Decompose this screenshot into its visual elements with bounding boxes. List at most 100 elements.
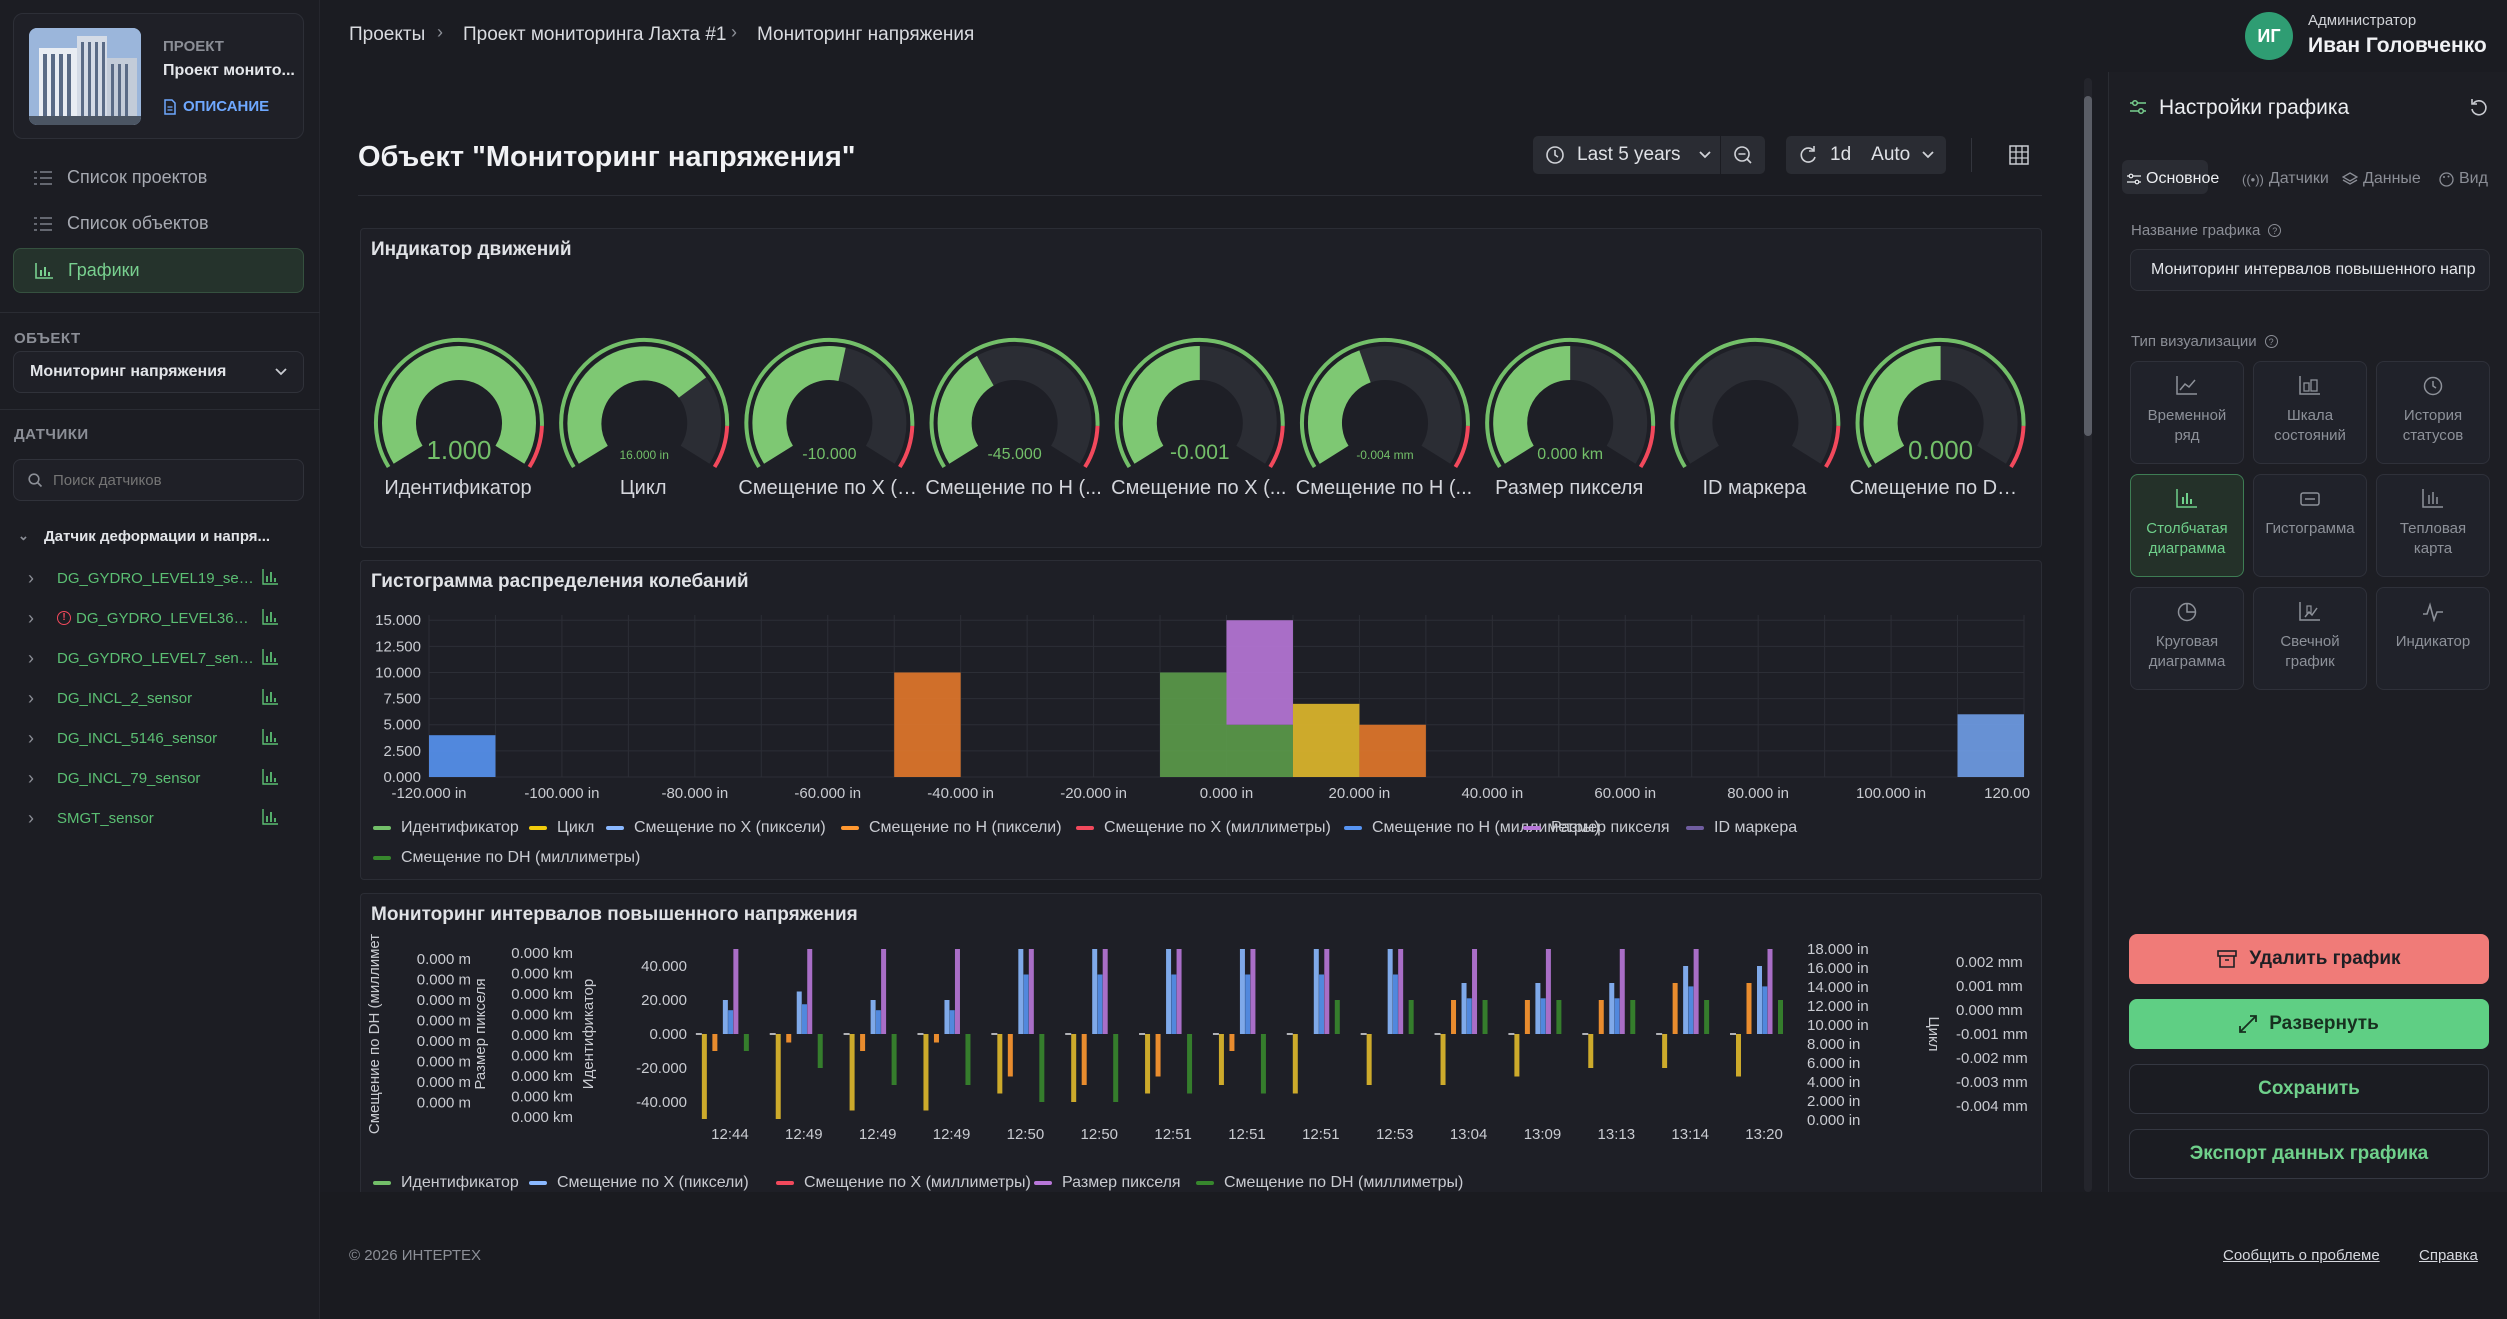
nav-charts[interactable]: Графики [13, 248, 304, 293]
user-role: Администратор [2308, 12, 2417, 29]
zoom-out-icon[interactable] [1733, 145, 1753, 165]
gauge: 0.000 km [1485, 338, 1656, 469]
tab-data[interactable]: Данные [2342, 170, 2421, 188]
legend-item[interactable]: Размер пикселя [1523, 819, 1670, 837]
description-link[interactable]: ОПИСАНИЕ [163, 98, 269, 115]
bar [1683, 966, 1689, 1034]
sensor-group-label: Датчик деформации и напря... [44, 527, 271, 545]
vis-type-gauge[interactable]: Индикатор [2376, 587, 2490, 690]
y-tick-label: 0.000 mm [1956, 1002, 2023, 1019]
tab-label: Вид [2459, 170, 2488, 187]
sensor-item[interactable]: › DG_INCL_79_sensor [0, 761, 300, 795]
divider [1971, 138, 1972, 172]
tab-view[interactable]: Вид [2439, 170, 2488, 188]
vis-type-state-timeline[interactable]: Шкала состояний [2253, 361, 2367, 464]
project-caption: ПРОЕКТ [163, 38, 224, 55]
scrollbar-thumb[interactable] [2084, 96, 2092, 436]
vis-type-histogram[interactable]: Гистограмма [2253, 474, 2367, 577]
breadcrumb-projects[interactable]: Проекты [349, 24, 426, 45]
bar-chart-icon[interactable] [262, 729, 278, 749]
bar-chart-icon[interactable] [262, 689, 278, 709]
bar [1756, 966, 1762, 1034]
vis-type-candlestick[interactable]: Свечной график [2253, 587, 2367, 690]
legend-item[interactable]: Идентификатор [373, 819, 519, 837]
tab-sensors[interactable]: ((•)) Датчики [2242, 170, 2329, 188]
interval-label: 1d [1830, 144, 1852, 165]
sensor-item[interactable]: › DG_INCL_2_sensor [0, 681, 300, 715]
legend-item[interactable]: Смещение по X (миллиметры) [776, 1174, 1031, 1192]
sensor-item[interactable]: ›! DG_GYDRO_LEVEL36_s... [0, 601, 300, 635]
legend-item[interactable]: Идентификатор [373, 1174, 519, 1192]
legend-swatch [1034, 1181, 1052, 1185]
legend-label: Смещение по H (миллиметры) [1372, 819, 1600, 836]
sensor-item[interactable]: › DG_GYDRO_LEVEL19_sens... [0, 561, 300, 595]
nav-object-list[interactable]: Список объектов [13, 201, 304, 246]
bar [1614, 998, 1620, 1034]
bar [786, 1034, 792, 1043]
legend-item[interactable]: Смещение по H (миллиметры) [1344, 819, 1600, 837]
legend-item[interactable]: ID маркера [1686, 819, 1797, 837]
delete-chart-button[interactable]: Удалить график [2129, 934, 2489, 984]
main-scrollbar[interactable] [2084, 78, 2092, 1192]
vis-type-bar-chart[interactable]: Столбчатая диаграмма [2130, 474, 2244, 577]
sensor-search-input[interactable] [53, 471, 293, 489]
time-range-picker[interactable]: Last 5 years [1533, 136, 1765, 174]
project-card[interactable]: ПРОЕКТ Проект монито... ОПИСАНИЕ [13, 13, 304, 139]
vis-type-pie-chart[interactable]: Круговая диаграмма [2130, 587, 2244, 690]
list-icon [33, 168, 53, 188]
legend-item[interactable]: Смещение по X (пиксели) [606, 819, 826, 837]
gauge: 16.000 in [559, 338, 730, 469]
time-range-label: Last 5 years [1577, 144, 1681, 165]
help-link[interactable]: Справка [2419, 1247, 2478, 1264]
legend-label: Смещение по DH (миллиметры) [401, 849, 641, 866]
sensor-item[interactable]: › DG_GYDRO_LEVEL7_sensor [0, 641, 300, 675]
gauge: -45.000 [929, 338, 1100, 469]
vis-type-heatmap[interactable]: Тепловая карта [2376, 474, 2490, 577]
table-view-icon[interactable] [2009, 145, 2029, 165]
x-tick-label: 120.00 [1984, 785, 2030, 802]
export-button[interactable]: Экспорт данных графика [2129, 1129, 2489, 1179]
reset-icon[interactable] [2469, 98, 2489, 118]
object-section-label: ОБЪЕКТ [14, 330, 81, 347]
refresh-picker[interactable]: 1d Auto [1786, 136, 1946, 174]
user-menu[interactable]: ИГ Администратор Иван Головченко [2245, 12, 2507, 60]
nav-project-list[interactable]: Список проектов [13, 155, 304, 200]
project-name: Проект монито... [163, 62, 295, 79]
bar-chart-icon[interactable] [262, 809, 278, 829]
vis-type-line-chart[interactable]: Временной ряд [2130, 361, 2244, 464]
chevron-right-icon: › [731, 22, 737, 42]
histogram-bar [1292, 703, 1360, 777]
bar-chart-icon[interactable] [262, 649, 278, 669]
object-select[interactable]: Мониторинг напряжения [13, 351, 304, 393]
legend-item[interactable]: Смещение по DH (миллиметры) [373, 849, 640, 867]
bar-chart-icon[interactable] [262, 569, 278, 589]
legend-item[interactable]: Размер пикселя [1034, 1174, 1181, 1192]
x-tick-label: 12:53 [1376, 1126, 1414, 1143]
bar [1018, 949, 1024, 1034]
legend-item[interactable]: Смещение по DH (миллиметры) [1196, 1174, 1463, 1192]
sensor-item[interactable]: › SMGT_sensor [0, 801, 300, 835]
sensor-search-box[interactable] [13, 459, 304, 501]
legend-item[interactable]: Цикл [529, 819, 594, 837]
sensor-item[interactable]: › DG_INCL_5146_sensor [0, 721, 300, 755]
save-button[interactable]: Сохранить [2129, 1064, 2489, 1114]
candlestick-icon [2299, 602, 2321, 626]
sensor-group[interactable]: ⌄ Датчик деформации и напря... [0, 519, 300, 553]
bar [1619, 949, 1625, 1034]
chart-name-input[interactable]: Мониторинг интервалов повышенного напр [2130, 249, 2490, 291]
axis-title: Смещение по DH (миллимет [366, 934, 383, 1134]
tab-main[interactable]: Основное [2127, 170, 2219, 188]
legend-item[interactable]: Смещение по X (пиксели) [529, 1174, 749, 1192]
bar [997, 1034, 1003, 1094]
bar [933, 1034, 939, 1043]
breadcrumb-project[interactable]: Проект мониторинга Лахта #1 [463, 24, 727, 45]
expand-button[interactable]: Развернуть [2129, 999, 2489, 1049]
legend-item[interactable]: Смещение по X (миллиметры) [1076, 819, 1331, 837]
bar-chart-icon[interactable] [262, 769, 278, 789]
vis-type-clock[interactable]: История статусов [2376, 361, 2490, 464]
legend-item[interactable]: Смещение по H (пиксели) [841, 819, 1062, 837]
chevron-down-icon [1698, 151, 1711, 159]
y-tick-label: 15.000 [375, 612, 421, 629]
report-problem-link[interactable]: Сообщить о проблеме [2223, 1247, 2380, 1264]
bar-chart-icon[interactable] [262, 609, 278, 629]
